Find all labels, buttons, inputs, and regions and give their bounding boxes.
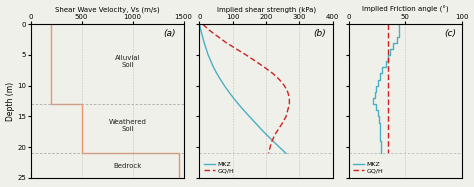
Text: Weathered
Soil: Weathered Soil xyxy=(109,119,146,132)
Y-axis label: Depth (m): Depth (m) xyxy=(6,82,15,121)
Text: (b): (b) xyxy=(313,29,326,38)
Legend: MKZ, GQ/H: MKZ, GQ/H xyxy=(352,161,384,175)
Text: Alluvial
Soil: Alluvial Soil xyxy=(115,55,140,68)
Legend: MKZ, GQ/H: MKZ, GQ/H xyxy=(202,161,236,175)
Text: Bedrock: Bedrock xyxy=(113,163,142,169)
Text: (c): (c) xyxy=(444,29,456,38)
Text: (a): (a) xyxy=(164,29,176,38)
X-axis label: Implied shear strength (kPa): Implied shear strength (kPa) xyxy=(217,6,316,13)
X-axis label: Implied Friction angle (°): Implied Friction angle (°) xyxy=(362,6,448,13)
X-axis label: Shear Wave Velocity, Vs (m/s): Shear Wave Velocity, Vs (m/s) xyxy=(55,6,159,13)
